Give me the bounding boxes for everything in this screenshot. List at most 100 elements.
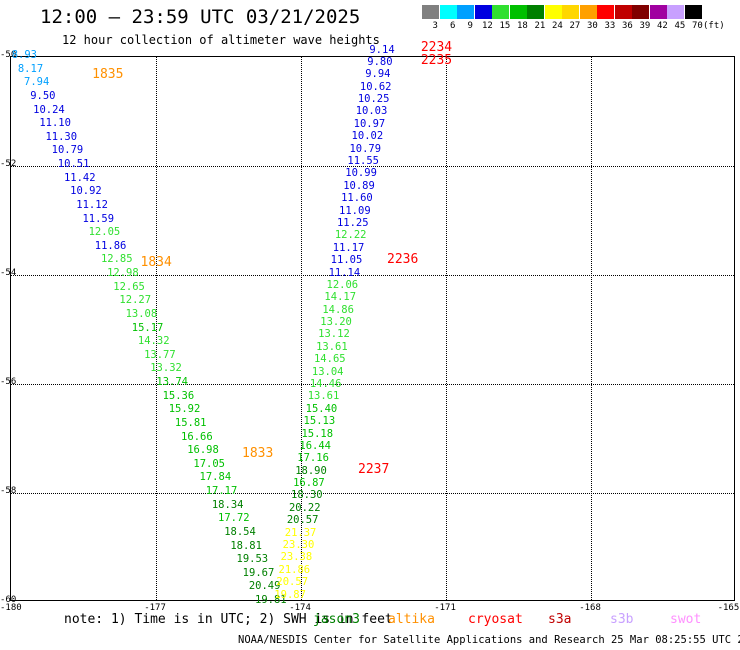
wave-height-value: 11.14 [328, 266, 361, 279]
latitude-gridline [11, 384, 734, 385]
colorbar-swatch [562, 5, 579, 19]
wave-height-value: 12.27 [119, 294, 152, 307]
map-title: 12:00 – 23:59 UTC 03/21/2025 [40, 6, 361, 28]
wave-height-value: 11.09 [339, 204, 371, 217]
wave-height-value: 14.46 [309, 377, 342, 390]
wave-height-value: 9.14 [369, 43, 395, 56]
wave-height-value: 18.81 [230, 539, 262, 552]
wave-height-value: 11.25 [336, 216, 369, 229]
longitude-gridline [301, 57, 302, 600]
wave-height-value: 15.40 [305, 402, 338, 415]
longitude-tick-label: -165 [717, 603, 740, 613]
wave-height-value: 20.49 [248, 580, 281, 593]
wave-height-value: 8.93 [11, 49, 37, 61]
wave-height-value: 9.50 [30, 89, 56, 102]
latitude-tick-label: -54 [0, 268, 17, 278]
colorbar-swatch [422, 5, 439, 19]
wave-height-value: 18.90 [295, 464, 327, 477]
colorbar-swatch [597, 5, 614, 19]
colorbar-swatch [684, 5, 702, 19]
wave-height-value: 17.72 [218, 512, 250, 525]
wave-height-value: 10.24 [33, 103, 65, 116]
wave-height-value: 16.87 [293, 477, 325, 490]
wave-height-value: 11.55 [347, 155, 379, 168]
wave-height-value: 10.79 [349, 142, 382, 155]
wave-height-value: 11.42 [63, 171, 96, 184]
pass-time-label: 1835 [92, 67, 124, 83]
wave-height-value: 11.17 [332, 241, 365, 254]
colorbar-label: 15 [499, 21, 511, 31]
wave-height-value: 14.65 [313, 353, 346, 366]
colorbar-swatch [509, 5, 527, 19]
colorbar-swatch [579, 5, 597, 19]
wave-height-value: 10.97 [353, 117, 386, 130]
wave-height-value: 23.38 [280, 551, 313, 564]
wave-height-value: 18.34 [211, 498, 244, 511]
wave-height-value: 13.08 [125, 307, 158, 320]
longitude-gridline [591, 57, 592, 600]
wave-height-value: 20.57 [286, 514, 319, 527]
longitude-gridline [156, 57, 157, 600]
wave-height-value: 18.54 [224, 525, 256, 538]
wave-height-value: 15.13 [303, 415, 336, 428]
pass-time-label: 1834 [140, 255, 172, 271]
wave-height-value: 17.17 [205, 485, 238, 497]
satellite-name-swot: swot [670, 612, 702, 627]
wave-height-value: 23.30 [282, 539, 315, 551]
wave-height-value: 14.86 [322, 303, 354, 316]
colorbar-label: 24 [552, 21, 563, 31]
wave-height-value: 11.59 [82, 212, 115, 225]
colorbar-label: 27 [569, 21, 581, 31]
wave-height-value: 14.17 [324, 291, 357, 304]
wave-height-value: 15.81 [174, 416, 207, 429]
wave-height-value: 12.98 [107, 267, 139, 279]
wave-height-value: 19.53 [236, 553, 269, 566]
wave-height-value: 20.22 [288, 501, 321, 514]
wave-height-value: 15.17 [131, 321, 164, 334]
wave-height-value: 12.05 [88, 226, 121, 239]
pass-time-label: 2235 [420, 53, 453, 69]
wave-height-value: 8.17 [17, 62, 44, 75]
wave-height-value: 10.51 [57, 158, 90, 170]
colorbar-swatch [667, 5, 684, 19]
map-plot-area [10, 56, 735, 601]
wave-height-value: 10.25 [357, 93, 390, 106]
latitude-gridline [11, 493, 734, 494]
wave-height-value: 17.05 [193, 457, 225, 470]
pass-time-label: 2234 [420, 39, 453, 55]
wave-height-value: 13.12 [318, 328, 350, 341]
colorbar-label: 39 [639, 21, 651, 31]
wave-height-value: 10.79 [51, 144, 84, 157]
latitude-tick-label: -56 [0, 377, 17, 387]
wave-height-value: 13.61 [307, 390, 340, 403]
colorbar-label: 21 [534, 21, 546, 31]
wave-height-value: 17.84 [199, 471, 232, 484]
latitude-tick-label: -58 [0, 486, 17, 496]
colorbar-swatch [457, 5, 474, 19]
wave-height-value: 11.05 [330, 254, 363, 267]
pass-time-label: 2237 [358, 462, 390, 478]
wave-height-value: 13.77 [144, 348, 176, 361]
wave-height-value: 10.92 [70, 185, 102, 198]
latitude-tick-label: -52 [0, 159, 17, 169]
colorbar-swatch [474, 5, 492, 19]
longitude-tick-label: -177 [144, 603, 166, 613]
wave-height-value: 10.89 [343, 179, 375, 192]
footnote: note: 1) Time is in UTC; 2) SWH is in fe… [64, 612, 393, 627]
wave-height-value: 15.18 [301, 427, 334, 440]
colorbar-unit: (ft) [703, 21, 725, 31]
colorbar-label: 12 [482, 21, 493, 31]
wave-height-value: 11.30 [45, 130, 78, 143]
wave-height-value: 16.66 [181, 430, 213, 443]
wave-height-value: 11.86 [94, 239, 127, 252]
latitude-tick-label: -50 [0, 50, 17, 60]
wave-height-value: 15.36 [162, 389, 195, 402]
wave-height-value: 18.30 [291, 489, 323, 502]
longitude-gridline [446, 57, 447, 600]
colorbar-swatch [439, 5, 457, 19]
wave-height-value: 13.20 [320, 316, 352, 329]
pass-time-label: 1833 [242, 445, 274, 461]
colorbar-label: 45 [674, 21, 686, 31]
wave-height-value: 12.65 [113, 280, 145, 293]
